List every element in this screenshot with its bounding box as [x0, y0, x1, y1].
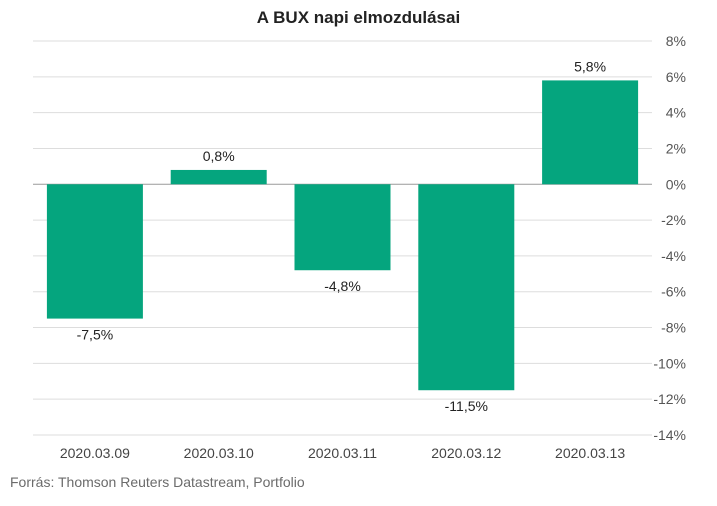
bar	[542, 80, 639, 185]
data-label: -4,8%	[324, 278, 361, 294]
data-label: 0,8%	[203, 148, 235, 164]
bar	[418, 184, 515, 391]
data-label: 5,8%	[574, 58, 606, 74]
chart-title: A BUX napi elmozdulásai	[256, 8, 461, 27]
y-tick-label: 0%	[666, 176, 686, 192]
y-tick-label: 8%	[666, 33, 686, 49]
bar	[294, 184, 391, 271]
y-tick-label: -10%	[653, 355, 686, 371]
x-tick-label: 2020.03.10	[184, 445, 254, 461]
source-note: Forrás: Thomson Reuters Datastream, Port…	[10, 474, 305, 490]
x-tick-label: 2020.03.09	[60, 445, 130, 461]
data-label: -7,5%	[77, 327, 114, 343]
bar	[46, 184, 143, 319]
x-tick-label: 2020.03.12	[431, 445, 501, 461]
x-tick-label: 2020.03.13	[555, 445, 625, 461]
y-tick-label: 6%	[666, 69, 686, 85]
y-tick-label: -14%	[653, 427, 686, 443]
y-tick-label: -6%	[661, 284, 686, 300]
y-tick-label: -12%	[653, 391, 686, 407]
bar	[170, 169, 267, 185]
x-tick-label: 2020.03.11	[308, 445, 377, 461]
bar-chart: 8% 6% 4% 2% 0% -2% -4% -6% -8% -10% -12% -14% -7,5% 2…	[33, 33, 686, 461]
y-tick-label: -4%	[661, 248, 686, 264]
y-tick-label: -8%	[661, 320, 686, 336]
y-tick-label: 4%	[666, 105, 686, 121]
y-tick-label: 2%	[666, 140, 686, 156]
data-label: -11,5%	[445, 398, 488, 414]
y-tick-label: -2%	[661, 212, 686, 228]
